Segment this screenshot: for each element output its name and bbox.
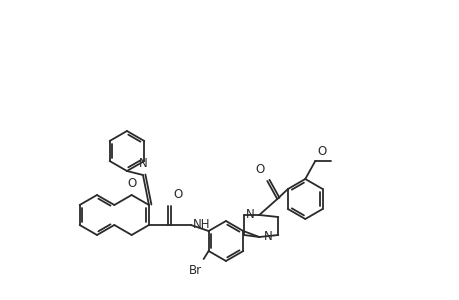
Text: O: O	[317, 145, 326, 158]
Text: Br: Br	[188, 264, 201, 277]
Text: N: N	[138, 157, 147, 170]
Text: O: O	[254, 163, 264, 176]
Text: N: N	[245, 208, 254, 221]
Text: O: O	[173, 188, 182, 201]
Text: N: N	[264, 230, 273, 244]
Text: NH: NH	[192, 218, 210, 232]
Text: O: O	[127, 177, 136, 190]
